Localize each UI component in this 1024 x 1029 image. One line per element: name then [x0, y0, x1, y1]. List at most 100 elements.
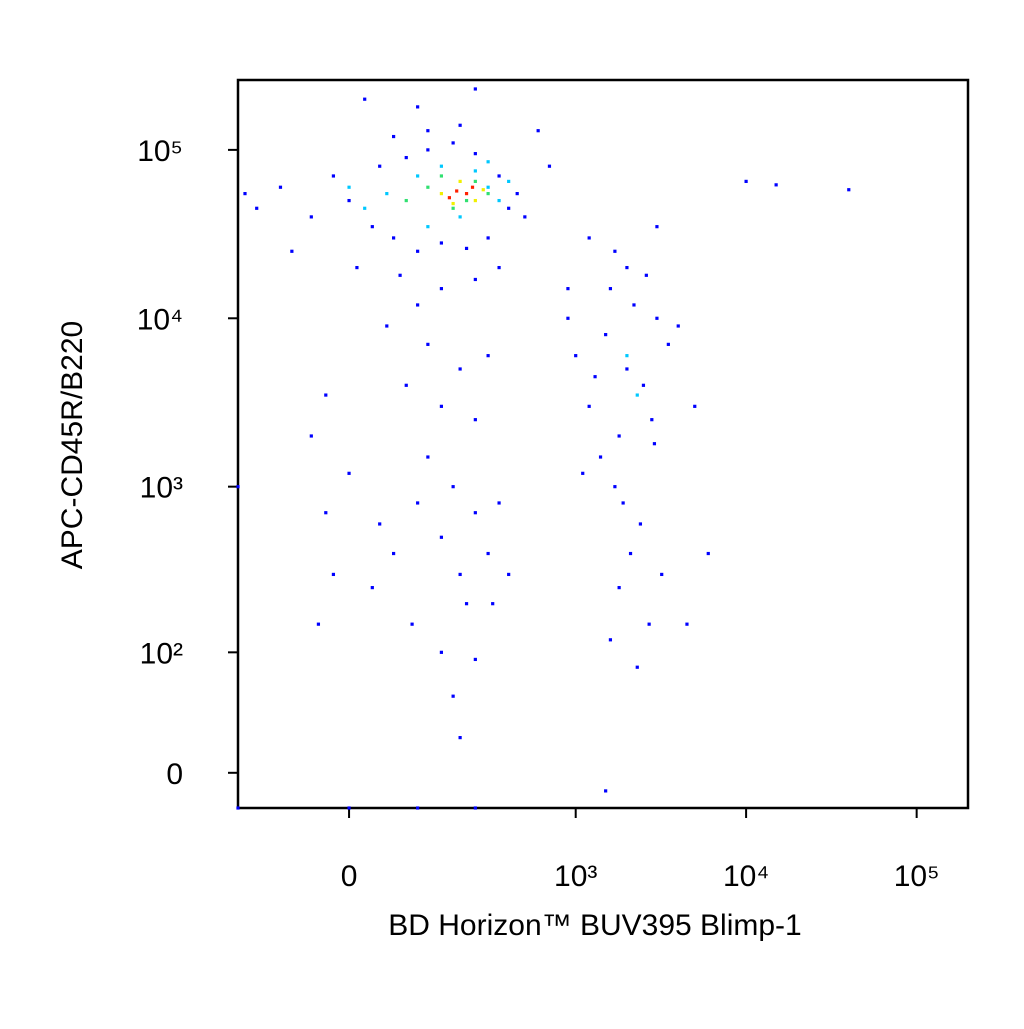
data-point — [416, 105, 420, 109]
data-point — [617, 586, 621, 590]
data-point — [486, 354, 490, 358]
data-point — [392, 551, 396, 556]
data-point — [847, 188, 851, 192]
data-point — [439, 241, 444, 245]
data-point — [385, 324, 389, 328]
data-point — [451, 694, 455, 698]
data-point — [608, 638, 613, 642]
data-point — [458, 215, 462, 219]
data-point — [426, 185, 430, 189]
data-point — [604, 789, 608, 793]
data-point — [486, 551, 490, 556]
data-point — [473, 198, 477, 203]
data-point — [706, 551, 710, 556]
data-point — [491, 602, 495, 606]
data-point — [347, 198, 351, 203]
plot-frame — [236, 78, 970, 810]
data-point — [363, 97, 367, 101]
data-point — [378, 164, 382, 168]
data-point — [324, 511, 328, 515]
data-point — [451, 201, 455, 206]
data-point — [515, 192, 519, 196]
data-point — [416, 174, 420, 178]
data-point — [650, 418, 654, 422]
data-point — [666, 342, 670, 346]
data-point — [458, 736, 462, 740]
data-point — [536, 129, 540, 133]
data-point — [507, 572, 511, 577]
data-point — [451, 206, 455, 210]
y-tick-label: 10² — [140, 637, 183, 670]
data-point — [587, 236, 591, 240]
data-point — [473, 657, 477, 662]
data-point — [347, 471, 351, 475]
data-point — [458, 367, 462, 371]
y-tick-label: 10⁴ — [137, 303, 183, 336]
data-point — [486, 160, 490, 164]
data-point — [385, 192, 389, 196]
data-point — [331, 174, 336, 178]
data-point — [455, 189, 459, 193]
data-point — [410, 622, 414, 626]
data-point — [243, 192, 247, 196]
data-point — [581, 471, 585, 475]
data-point — [617, 434, 621, 438]
data-point — [473, 418, 477, 422]
x-axis-title: BD Horizon™ BUV395 Blimp-1 — [388, 909, 801, 942]
data-point — [439, 404, 444, 408]
data-point — [497, 501, 501, 505]
data-point — [236, 485, 240, 489]
data-point — [598, 455, 603, 459]
data-point — [426, 342, 430, 346]
data-point — [655, 316, 659, 320]
data-point — [458, 179, 462, 183]
data-point — [458, 572, 462, 577]
data-point — [774, 183, 778, 187]
data-point — [486, 236, 490, 240]
data-point — [447, 196, 451, 200]
data-point — [416, 806, 420, 810]
data-point — [255, 206, 259, 210]
data-point — [744, 179, 748, 183]
data-point — [647, 622, 651, 626]
data-point — [416, 303, 420, 307]
data-point — [416, 501, 420, 505]
data-point — [566, 287, 570, 291]
x-tick-label: 10⁴ — [723, 860, 769, 893]
data-point — [451, 485, 455, 489]
data-point — [404, 198, 408, 203]
data-point — [507, 206, 511, 210]
data-point — [309, 215, 313, 219]
data-point — [481, 188, 485, 192]
data-point — [464, 198, 469, 203]
data-point — [638, 522, 643, 526]
data-point — [660, 572, 664, 577]
data-point — [404, 383, 408, 387]
data-point — [426, 129, 430, 133]
data-point — [523, 215, 527, 219]
data-point — [635, 393, 639, 397]
data-point — [473, 277, 477, 282]
data-point — [473, 179, 477, 183]
data-point — [473, 806, 477, 810]
data-point — [613, 249, 617, 253]
data-point — [625, 354, 629, 358]
data-point — [625, 367, 629, 371]
data-point — [685, 622, 689, 626]
data-point — [392, 236, 396, 240]
data-point — [604, 333, 608, 337]
data-point — [347, 806, 351, 810]
data-point — [464, 192, 469, 196]
data-point — [451, 141, 455, 145]
data-point — [331, 572, 336, 577]
y-tick-label: 0 — [166, 758, 183, 791]
data-point — [497, 265, 501, 270]
data-point — [497, 174, 501, 178]
data-point — [574, 354, 578, 358]
data-point — [473, 87, 477, 91]
data-point — [464, 246, 469, 251]
data-point — [278, 185, 283, 189]
data-point — [587, 404, 591, 408]
data-point — [628, 551, 633, 556]
data-point — [593, 375, 597, 379]
